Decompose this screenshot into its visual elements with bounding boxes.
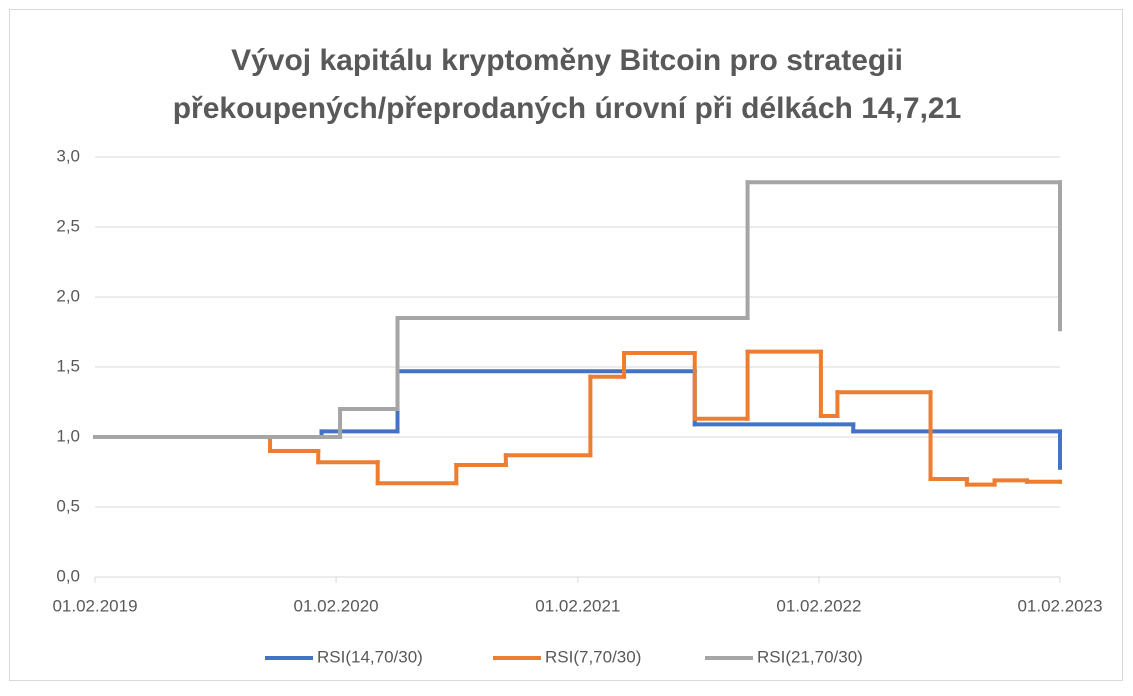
y-tick-label: 0,0 [56, 566, 80, 585]
y-tick-label: 2,0 [56, 286, 80, 305]
x-tick-label: 01.02.2021 [535, 596, 620, 615]
legend-label: RSI(7,70/30) [545, 647, 641, 666]
x-tick-label: 01.02.2019 [52, 596, 137, 615]
y-tick-label: 0,5 [56, 496, 80, 515]
legend-label: RSI(21,70/30) [757, 647, 863, 666]
chart-border [9, 9, 1123, 681]
chart-title-line: Vývoj kapitálu kryptoměny Bitcoin pro st… [231, 44, 903, 77]
y-tick-label: 3,0 [56, 146, 80, 165]
x-tick-label: 01.02.2020 [294, 596, 379, 615]
x-tick-label: 01.02.2023 [1017, 596, 1102, 615]
legend-label: RSI(14,70/30) [317, 647, 423, 666]
y-tick-label: 2,5 [56, 216, 80, 235]
y-tick-label: 1,5 [56, 356, 80, 375]
y-tick-label: 1,0 [56, 426, 80, 445]
x-tick-label: 01.02.2022 [776, 596, 861, 615]
chart-title-line: překoupených/přeprodaných úrovní při dél… [173, 92, 962, 125]
